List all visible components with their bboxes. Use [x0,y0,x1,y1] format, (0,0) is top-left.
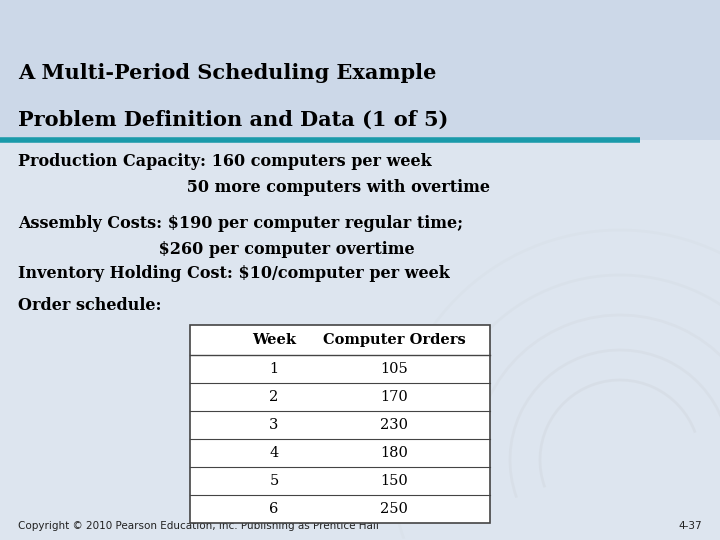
Text: 250: 250 [380,502,408,516]
Text: 5: 5 [269,474,279,488]
Text: 3: 3 [269,418,279,432]
Text: 105: 105 [380,362,408,376]
Text: Week: Week [252,333,296,347]
Text: Inventory Holding Cost: $10/computer per week: Inventory Holding Cost: $10/computer per… [18,266,450,282]
Bar [190,325,490,523]
Text: Assembly Costs: $190 per computer regular time;: Assembly Costs: $190 per computer regula… [18,215,463,233]
Text: 50 more computers with overtime: 50 more computers with overtime [18,179,490,195]
Text: A Multi-Period Scheduling Example: A Multi-Period Scheduling Example [18,63,436,83]
Text: 1: 1 [269,362,279,376]
Text: 230: 230 [380,418,408,432]
Text: 4: 4 [269,446,279,460]
Text: 150: 150 [380,474,408,488]
Text: Copyright © 2010 Pearson Education, Inc. Publishing as Prentice Hall: Copyright © 2010 Pearson Education, Inc.… [18,521,379,531]
Text: $260 per computer overtime: $260 per computer overtime [18,240,415,258]
Text: Problem Definition and Data (1 of 5): Problem Definition and Data (1 of 5) [18,110,449,130]
Text: 6: 6 [269,502,279,516]
Text: Production Capacity: 160 computers per week: Production Capacity: 160 computers per w… [18,153,431,171]
Text: 4-37: 4-37 [678,521,702,531]
Text: Order schedule:: Order schedule: [18,296,161,314]
Text: Computer Orders: Computer Orders [323,333,465,347]
Bar [0,0,720,140]
Text: 2: 2 [269,390,279,404]
Text: 170: 170 [380,390,408,404]
Text: 180: 180 [380,446,408,460]
